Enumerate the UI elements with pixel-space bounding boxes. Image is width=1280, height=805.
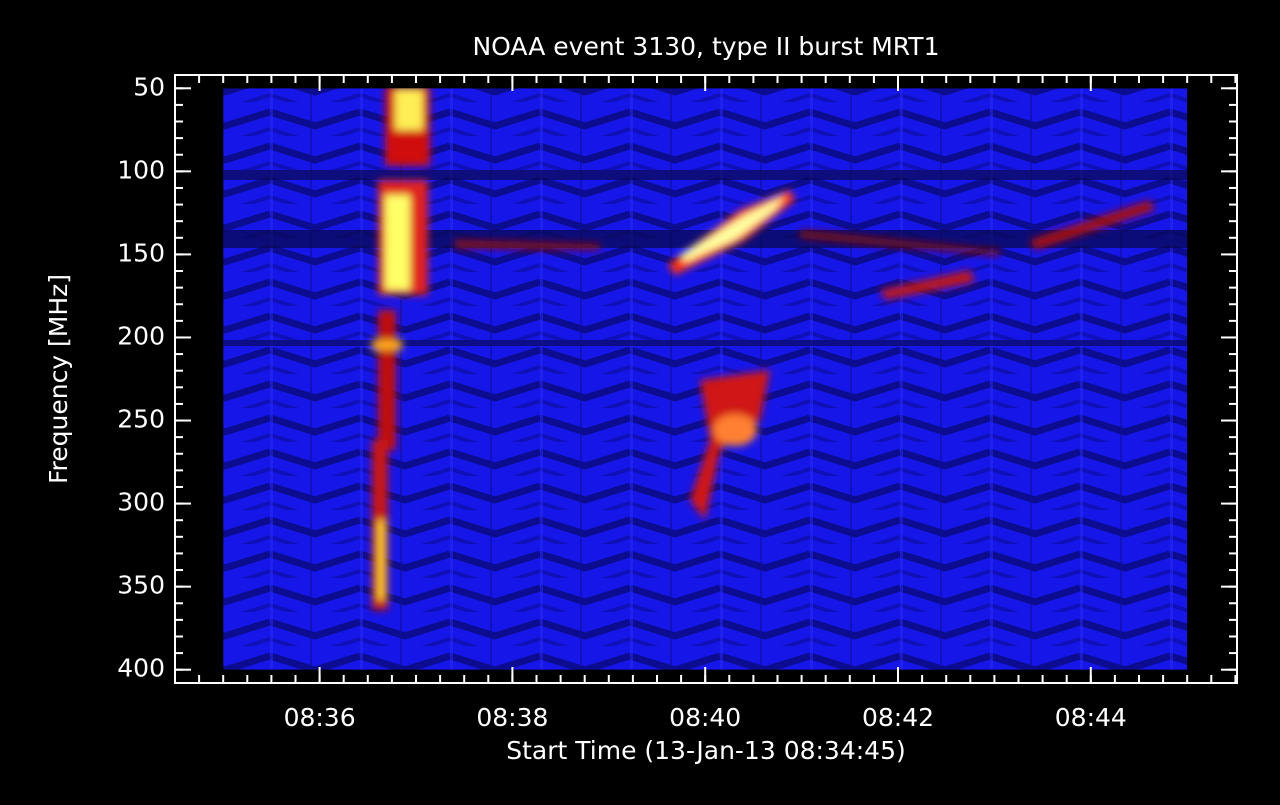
plot-frame [174, 74, 1238, 684]
x-tick-label: 08:38 [476, 703, 548, 732]
y-tick-label: 200 [117, 321, 165, 350]
chart-title: NOAA event 3130, type II burst MRT1 [472, 32, 939, 61]
x-axis-label: Start Time (13-Jan-13 08:34:45) [506, 736, 905, 765]
y-tick-label: 50 [133, 72, 165, 101]
x-tick-label: 08:44 [1055, 703, 1127, 732]
x-tick-label: 08:42 [862, 703, 934, 732]
y-tick-label: 100 [117, 155, 165, 184]
y-tick-label: 350 [117, 571, 165, 600]
spectrogram-image [223, 88, 1188, 670]
x-tick-label: 08:36 [284, 703, 356, 732]
y-tick-label: 150 [117, 238, 165, 267]
x-tick-label: 08:40 [669, 703, 741, 732]
y-tick-label: 400 [117, 654, 165, 683]
y-tick-label: 250 [117, 405, 165, 434]
bursts [372, 88, 1155, 610]
y-axis-label: Frequency [MHz] [44, 274, 73, 484]
y-tick-label: 300 [117, 488, 165, 517]
